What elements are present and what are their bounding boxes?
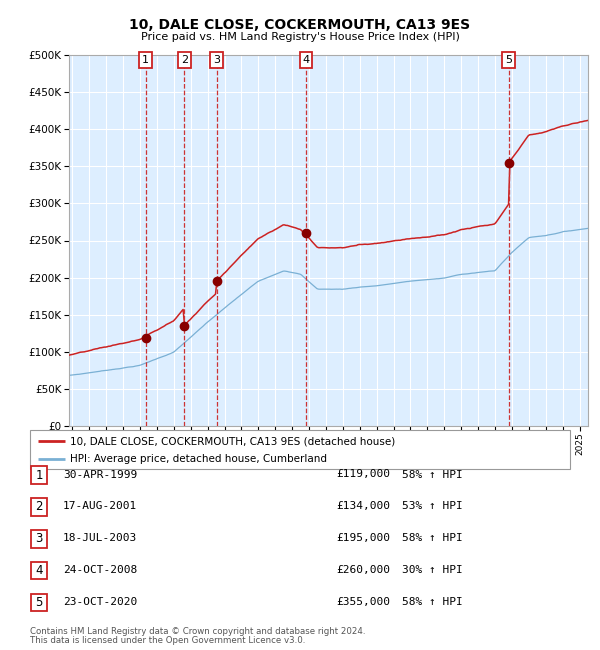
Text: HPI: Average price, detached house, Cumberland: HPI: Average price, detached house, Cumb… bbox=[71, 454, 328, 464]
Text: 4: 4 bbox=[302, 55, 310, 65]
Text: 10, DALE CLOSE, COCKERMOUTH, CA13 9ES: 10, DALE CLOSE, COCKERMOUTH, CA13 9ES bbox=[130, 18, 470, 32]
Text: 58% ↑ HPI: 58% ↑ HPI bbox=[402, 533, 463, 543]
Text: 2: 2 bbox=[181, 55, 188, 65]
Text: This data is licensed under the Open Government Licence v3.0.: This data is licensed under the Open Gov… bbox=[30, 636, 305, 645]
Text: £355,000: £355,000 bbox=[336, 597, 390, 607]
Text: 5: 5 bbox=[505, 55, 512, 65]
Text: 1: 1 bbox=[142, 55, 149, 65]
Text: 1: 1 bbox=[35, 469, 43, 482]
Text: £119,000: £119,000 bbox=[336, 469, 390, 480]
Text: 3: 3 bbox=[35, 532, 43, 545]
Text: 18-JUL-2003: 18-JUL-2003 bbox=[63, 533, 137, 543]
Text: 2: 2 bbox=[35, 500, 43, 514]
Text: 58% ↑ HPI: 58% ↑ HPI bbox=[402, 597, 463, 607]
Text: 3: 3 bbox=[213, 55, 220, 65]
Text: Price paid vs. HM Land Registry's House Price Index (HPI): Price paid vs. HM Land Registry's House … bbox=[140, 32, 460, 42]
Text: 24-OCT-2008: 24-OCT-2008 bbox=[63, 565, 137, 575]
Text: £195,000: £195,000 bbox=[336, 533, 390, 543]
Text: 30% ↑ HPI: 30% ↑ HPI bbox=[402, 565, 463, 575]
Text: 30-APR-1999: 30-APR-1999 bbox=[63, 469, 137, 480]
Text: Contains HM Land Registry data © Crown copyright and database right 2024.: Contains HM Land Registry data © Crown c… bbox=[30, 627, 365, 636]
Text: 5: 5 bbox=[35, 596, 43, 609]
Text: 10, DALE CLOSE, COCKERMOUTH, CA13 9ES (detached house): 10, DALE CLOSE, COCKERMOUTH, CA13 9ES (d… bbox=[71, 436, 396, 446]
Text: £134,000: £134,000 bbox=[336, 501, 390, 512]
Text: £260,000: £260,000 bbox=[336, 565, 390, 575]
Text: 17-AUG-2001: 17-AUG-2001 bbox=[63, 501, 137, 512]
Text: 23-OCT-2020: 23-OCT-2020 bbox=[63, 597, 137, 607]
Text: 53% ↑ HPI: 53% ↑ HPI bbox=[402, 501, 463, 512]
Text: 58% ↑ HPI: 58% ↑ HPI bbox=[402, 469, 463, 480]
Text: 4: 4 bbox=[35, 564, 43, 577]
